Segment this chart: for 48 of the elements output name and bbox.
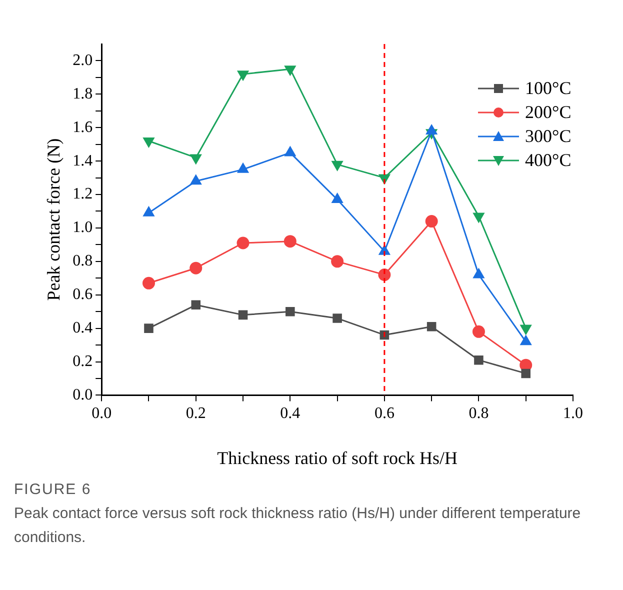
point bbox=[143, 138, 154, 148]
x-tick-label: 0.2 bbox=[186, 405, 206, 422]
y-tick-label: 0.0 bbox=[72, 386, 93, 404]
x-tick-label: 0.0 bbox=[92, 405, 112, 422]
point bbox=[473, 268, 484, 278]
point bbox=[142, 276, 155, 290]
point bbox=[286, 306, 295, 316]
y-axis-title: Peak contact force (N) bbox=[44, 138, 64, 301]
y-tick-label: 0.8 bbox=[72, 252, 93, 270]
y-tick-label: 0.6 bbox=[72, 286, 93, 304]
point bbox=[284, 66, 296, 76]
y-tick-label: 2.0 bbox=[72, 52, 93, 69]
point bbox=[191, 300, 201, 310]
point bbox=[425, 215, 438, 228]
y-tick-label: 1.4 bbox=[72, 152, 93, 170]
legend-label: 100°C bbox=[525, 77, 572, 100]
legend-label: 300°C bbox=[525, 125, 572, 148]
y-tick-label: 0.4 bbox=[72, 320, 93, 337]
point bbox=[238, 310, 248, 320]
y-tick-label: 1.2 bbox=[72, 186, 93, 203]
y-tick-label: 1.8 bbox=[72, 85, 93, 102]
point bbox=[331, 255, 344, 268]
point bbox=[472, 325, 485, 338]
point bbox=[474, 355, 484, 365]
point bbox=[332, 314, 342, 323]
caption: FIGURE 6 bbox=[14, 480, 92, 500]
point bbox=[190, 262, 202, 274]
y-tick-label: 1.6 bbox=[72, 118, 93, 136]
y-tick-label: 1.0 bbox=[72, 219, 93, 236]
text: Peak contact force versus soft rock thickness ratio (Hs/H) under different temperature conditions. bbox=[14, 504, 582, 548]
point bbox=[190, 154, 202, 164]
x-axis-title: Thickness ratio of soft rock Hs/H bbox=[217, 448, 458, 468]
x-tick-label: 0.8 bbox=[468, 405, 489, 422]
x-tick-label: 0.4 bbox=[280, 405, 300, 422]
legend-label: 200°C bbox=[525, 101, 572, 124]
point bbox=[332, 160, 343, 171]
point bbox=[236, 236, 250, 250]
point bbox=[144, 324, 154, 333]
x-tick-label: 0.6 bbox=[374, 405, 394, 422]
point bbox=[473, 212, 484, 223]
point bbox=[238, 70, 249, 80]
point bbox=[284, 235, 296, 248]
point bbox=[520, 335, 532, 346]
x-tick-label: 1.0 bbox=[563, 405, 583, 422]
point bbox=[521, 368, 530, 378]
legend-label: 400°C bbox=[525, 149, 572, 172]
point bbox=[426, 322, 436, 332]
y-tick-label: 0.2 bbox=[72, 352, 93, 370]
